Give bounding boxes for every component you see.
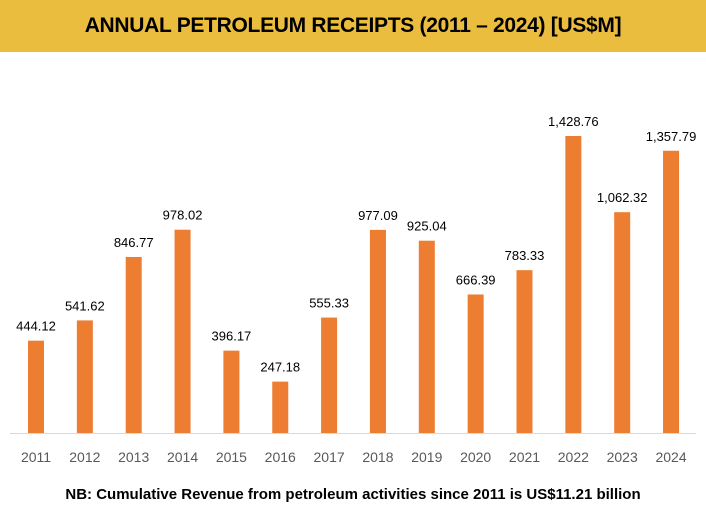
bar-2015 — [223, 350, 240, 433]
bar-2012 — [76, 320, 93, 433]
bar-2013 — [125, 256, 142, 433]
bar-2022 — [565, 136, 582, 433]
data-label-2012: 541.62 — [65, 298, 105, 313]
x-tick-label-2011: 2011 — [21, 449, 51, 465]
x-tick-label-2012: 2012 — [69, 449, 100, 465]
bar-2018 — [369, 229, 386, 433]
bar-2017 — [321, 317, 338, 433]
bar-chart: 444.12 2011 541.62 2012 846.77 2013 978.02 2014… — [10, 114, 697, 465]
bar-2023 — [614, 212, 631, 433]
data-label-2021: 783.33 — [505, 248, 545, 263]
x-tick-label-2017: 2017 — [314, 449, 345, 465]
data-label-2022: 1,428.76 — [548, 114, 599, 129]
data-label-2014: 978.02 — [163, 208, 203, 223]
x-tick-label-2016: 2016 — [265, 449, 296, 465]
bar-2020 — [467, 294, 484, 433]
data-label-2013: 846.77 — [114, 235, 154, 250]
x-tick-label-2023: 2023 — [607, 449, 638, 465]
data-label-2020: 666.39 — [456, 272, 496, 287]
x-tick-label-2024: 2024 — [655, 449, 686, 465]
bar-2014 — [174, 229, 191, 433]
x-tick-label-2014: 2014 — [167, 449, 198, 465]
data-label-2018: 977.09 — [358, 208, 398, 223]
bar-2016 — [272, 381, 289, 433]
bar-2021 — [516, 270, 533, 433]
bar-2011 — [28, 340, 44, 433]
bar-2024 — [663, 150, 680, 433]
x-tick-label-2021: 2021 — [509, 449, 540, 465]
data-label-2019: 925.04 — [407, 219, 447, 234]
x-tick-label-2015: 2015 — [216, 449, 247, 465]
data-label-2016: 247.18 — [260, 360, 300, 375]
bar-2019 — [418, 240, 435, 433]
x-tick-label-2018: 2018 — [362, 449, 393, 465]
data-label-2023: 1,062.32 — [597, 190, 648, 205]
title-banner: ANNUAL PETROLEUM RECEIPTS (2011 – 2024) … — [0, 0, 706, 52]
footnote: NB: Cumulative Revenue from petroleum ac… — [65, 486, 641, 503]
chart-title: ANNUAL PETROLEUM RECEIPTS (2011 – 2024) … — [84, 14, 622, 37]
x-tick-label-2013: 2013 — [118, 449, 149, 465]
x-tick-label-2019: 2019 — [411, 449, 442, 465]
data-label-2017: 555.33 — [309, 296, 349, 311]
x-tick-label-2022: 2022 — [558, 449, 589, 465]
data-label-2024: 1,357.79 — [646, 129, 697, 144]
data-label-2011: 444.12 — [16, 319, 56, 334]
x-tick-label-2020: 2020 — [460, 449, 491, 465]
data-label-2015: 396.17 — [212, 329, 252, 344]
